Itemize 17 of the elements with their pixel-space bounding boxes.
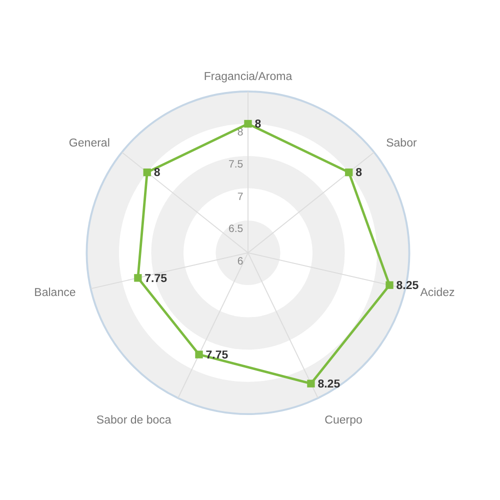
y-tick-label: 6.5 xyxy=(228,223,244,236)
data-label: 8 xyxy=(154,167,161,180)
spoke-label: Sabor xyxy=(386,138,417,150)
spoke-label: Balance xyxy=(34,286,76,299)
data-label: 7.75 xyxy=(206,349,229,362)
spoke-label: Sabor de boca xyxy=(96,414,172,426)
spoke-label: Fragancia/Aroma xyxy=(204,71,293,83)
spoke-label: General xyxy=(68,138,110,150)
data-label: 8.25 xyxy=(318,378,341,390)
spoke-label: Acidez xyxy=(420,286,456,299)
data-label: 8 xyxy=(356,167,363,180)
y-tick-label: 6 xyxy=(237,255,244,268)
data-label: 8.25 xyxy=(396,280,420,292)
y-tick-label: 7 xyxy=(237,190,244,203)
spoke-label: Cuerpo xyxy=(324,414,362,426)
y-tick-label: 7.5 xyxy=(228,158,244,171)
data-label: 7.75 xyxy=(144,272,168,285)
